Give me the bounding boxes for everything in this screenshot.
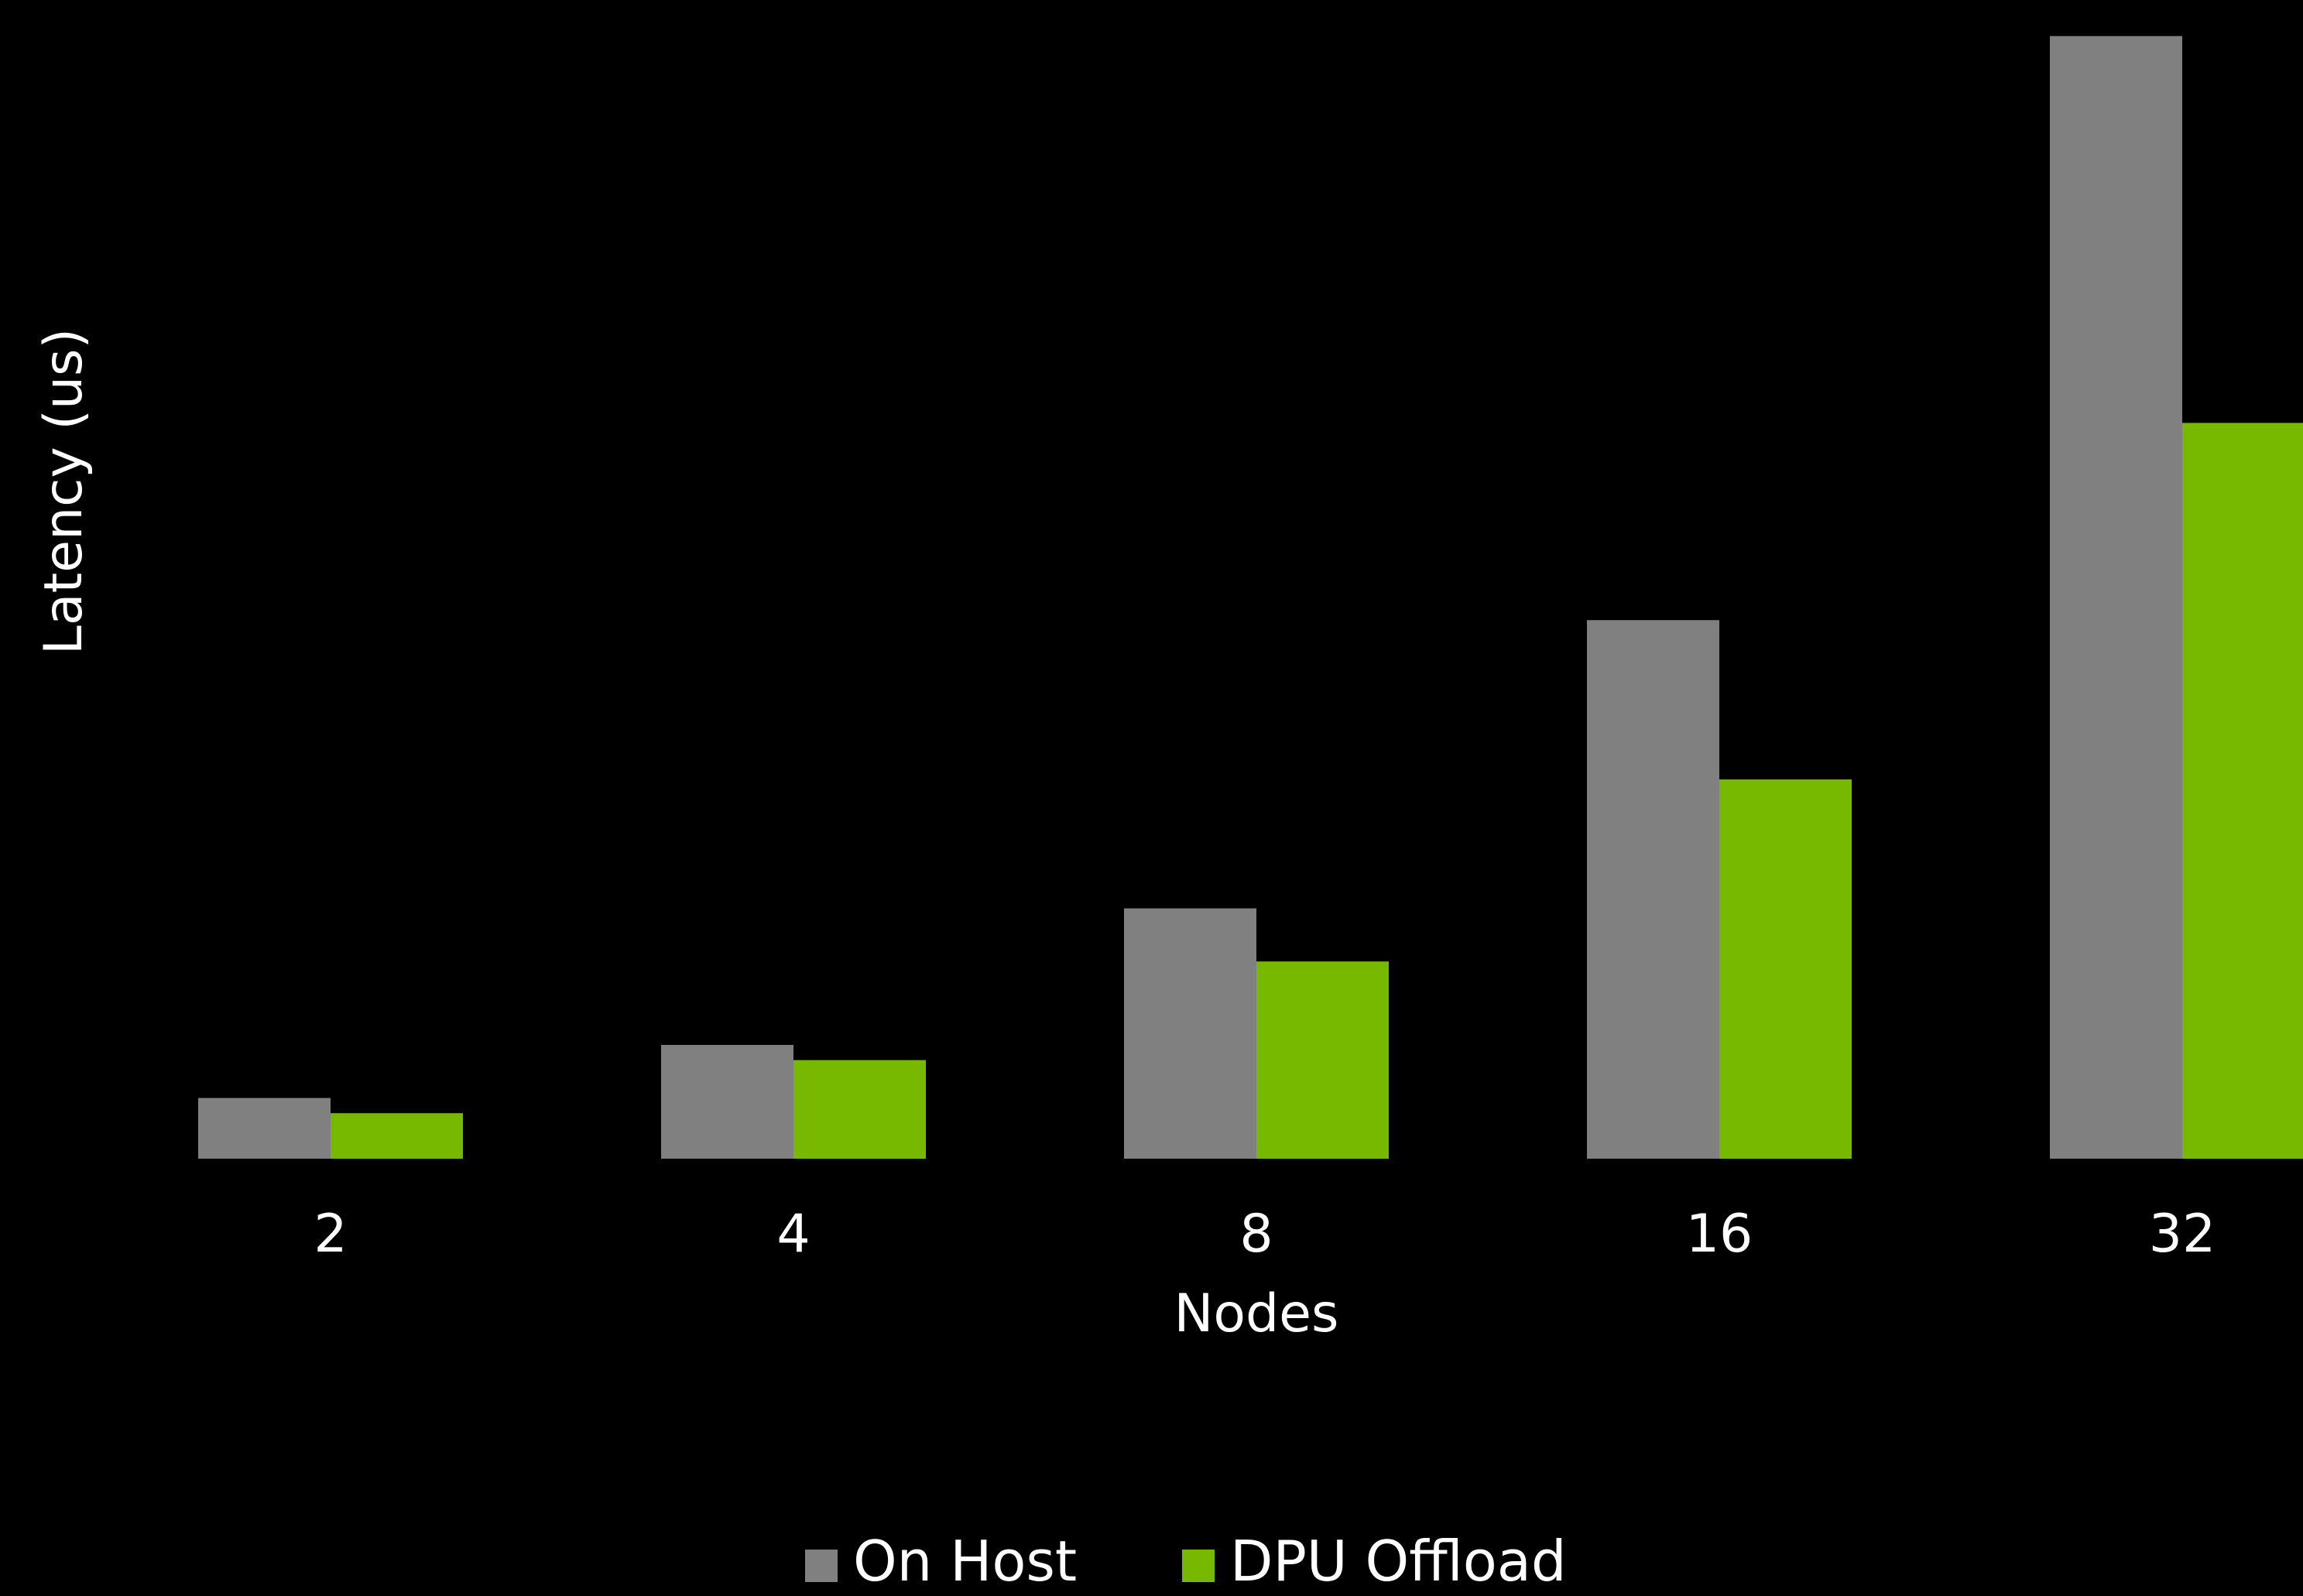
legend-label-dpu-offload: DPU Offload	[1230, 1529, 1567, 1594]
bar-on-host-32	[2050, 36, 2182, 1159]
legend-swatch-on-host	[805, 1550, 838, 1582]
bars-layer	[198, 36, 2303, 1159]
bar-dpu-offload-32	[2182, 423, 2303, 1159]
bar-on-host-2	[198, 1098, 331, 1159]
bar-dpu-offload-16	[1719, 779, 1852, 1159]
x-tick-label-4: 4	[776, 1204, 810, 1265]
x-tick-label-8: 8	[1239, 1204, 1273, 1265]
bar-dpu-offload-4	[793, 1060, 926, 1159]
bar-on-host-8	[1124, 908, 1256, 1159]
bar-on-host-4	[661, 1045, 793, 1159]
bar-dpu-offload-8	[1256, 961, 1389, 1159]
legend: On Host DPU Offload	[805, 1529, 1567, 1594]
x-tick-label-32: 32	[2149, 1204, 2216, 1265]
x-tick-labels: 2 4 8 16 32	[314, 1204, 2216, 1265]
x-tick-label-16: 16	[1686, 1204, 1753, 1265]
legend-label-on-host: On Host	[853, 1529, 1077, 1594]
y-axis-label: Latency (us)	[33, 328, 94, 655]
legend-swatch-dpu-offload	[1182, 1550, 1215, 1582]
x-axis-label: Nodes	[1174, 1283, 1339, 1344]
bar-on-host-16	[1587, 620, 1719, 1159]
bar-dpu-offload-2	[331, 1113, 463, 1159]
x-tick-label-2: 2	[314, 1204, 347, 1265]
